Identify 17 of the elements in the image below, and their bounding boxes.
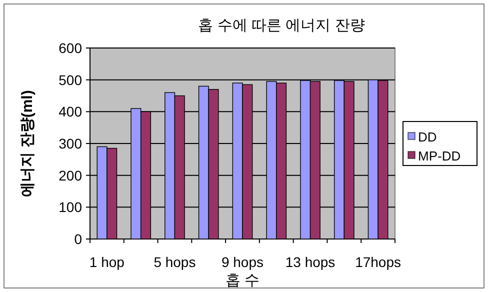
x-tick-label: 9 hops	[221, 254, 264, 270]
x-tick-label: 5 hops	[154, 254, 196, 270]
legend-label: DD	[418, 130, 437, 144]
y-tick-label: 200	[58, 167, 82, 184]
x-tick-label: 13 hops	[285, 254, 336, 270]
y-tick-label: 300	[58, 136, 82, 152]
legend-label: MP-DD	[418, 148, 461, 164]
y-tick-label: 100	[58, 199, 82, 216]
x-axis-title: 홉 수	[225, 272, 260, 289]
chart-title: 홉 수에 따른 에너지 잔량	[198, 17, 365, 34]
y-tick-label: 500	[58, 72, 82, 88]
x-tick-label: 1 hop	[89, 254, 125, 270]
y-tick-label: 0	[74, 231, 82, 247]
y-tick-label: 400	[58, 104, 82, 120]
x-tick-label: 17hops	[355, 254, 402, 270]
y-tick-label: 600	[58, 40, 82, 56]
y-axis-title: 에너지 잔량(ml)	[19, 90, 36, 197]
